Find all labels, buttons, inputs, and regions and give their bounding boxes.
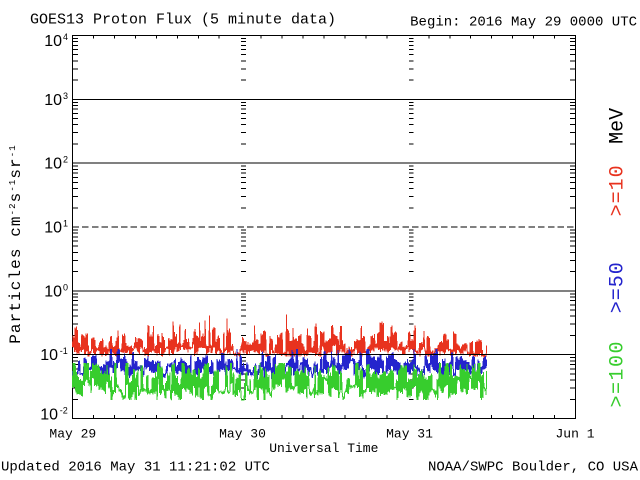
svg-text:GOES13 Proton Flux (5 minute d: GOES13 Proton Flux (5 minute data): [30, 12, 336, 29]
svg-text:10: 10: [44, 220, 62, 237]
svg-text:4: 4: [63, 32, 68, 42]
svg-text:-1: -1: [60, 346, 68, 356]
svg-text:Updated 2016 May 31 11:21:02 U: Updated 2016 May 31 11:21:02 UTC: [1, 460, 270, 476]
svg-text:10: 10: [40, 347, 58, 364]
svg-text:2: 2: [63, 155, 68, 165]
svg-text:May 30: May 30: [219, 427, 266, 442]
svg-text:0: 0: [63, 282, 68, 292]
svg-text:>=50: >=50: [607, 261, 630, 313]
svg-text:10: 10: [44, 156, 62, 173]
svg-text:Universal Time: Universal Time: [269, 441, 378, 456]
svg-text:-2: -2: [60, 405, 68, 415]
svg-text:3: 3: [63, 91, 68, 101]
svg-text:10: 10: [44, 33, 62, 50]
svg-text:Jun 1: Jun 1: [555, 427, 594, 442]
svg-text:10: 10: [40, 406, 58, 423]
svg-text:>=100: >=100: [607, 340, 630, 408]
svg-text:10: 10: [44, 283, 62, 300]
svg-text:May 29: May 29: [49, 427, 96, 442]
svg-text:MeV: MeV: [607, 108, 630, 144]
svg-text:May 31: May 31: [386, 427, 433, 442]
svg-text:NOAA/SWPC Boulder, CO USA: NOAA/SWPC Boulder, CO USA: [428, 460, 639, 476]
svg-text:>=10: >=10: [607, 164, 630, 216]
svg-text:Particles cm-2s-1sr-1: Particles cm-2s-1sr-1: [7, 144, 25, 344]
svg-text:1: 1: [63, 219, 68, 229]
svg-text:10: 10: [44, 92, 62, 109]
svg-text:Begin: 2016 May 29 0000 UTC: Begin: 2016 May 29 0000 UTC: [410, 15, 637, 31]
